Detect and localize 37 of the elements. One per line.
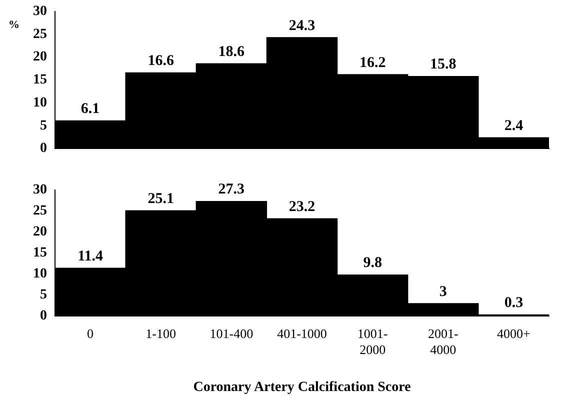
data-label: 9.8 — [363, 255, 382, 272]
data-label: 27.3 — [218, 182, 245, 198]
y-tick-label: 20 — [33, 224, 47, 240]
y-tick-label: 25 — [33, 26, 47, 42]
x-tick-label: 101-400 — [210, 326, 254, 342]
y-tick-label: 15 — [33, 72, 47, 88]
y-tick-label: 20 — [33, 50, 47, 65]
data-label: 2.4 — [504, 118, 524, 134]
x-tick-label: 4000+ — [497, 326, 530, 342]
x-tick-label: 0 — [87, 326, 94, 342]
data-label: 25.1 — [148, 190, 174, 207]
y-tick-label: 30 — [33, 4, 47, 20]
y-tick-label: 5 — [40, 288, 47, 303]
y-tick-label: 0 — [40, 308, 47, 324]
data-label: 23.2 — [288, 198, 316, 215]
data-label: 0.3 — [504, 295, 524, 312]
y-tick-label: 30 — [33, 182, 47, 198]
x-tick-label: 2001-4000 — [428, 326, 458, 357]
y-tick-label: 5 — [40, 118, 47, 134]
data-label: 16.6 — [148, 53, 174, 70]
data-label: 11.4 — [78, 248, 104, 264]
data-label: 16.2 — [359, 54, 386, 71]
x-tick-label: 1001-2000 — [357, 326, 388, 357]
y-axis-title: % — [8, 19, 20, 32]
y-tick-label: 15 — [33, 246, 47, 261]
y-tick-label: 0 — [40, 141, 47, 156]
data-label: 24.3 — [288, 18, 316, 34]
x-axis-title: Coronary Artery Calcification Score — [193, 380, 411, 396]
y-tick-label: 10 — [33, 95, 47, 110]
x-tick-label: 401-1000 — [277, 326, 327, 342]
x-tick-label: 1-100 — [146, 326, 176, 342]
y-tick-label: 10 — [33, 266, 47, 282]
data-label: 18.6 — [218, 44, 246, 60]
data-label: 6.1 — [80, 101, 100, 118]
data-label: 15.8 — [430, 56, 456, 73]
y-tick-label: 25 — [33, 204, 47, 219]
data-label: 3 — [439, 284, 447, 300]
